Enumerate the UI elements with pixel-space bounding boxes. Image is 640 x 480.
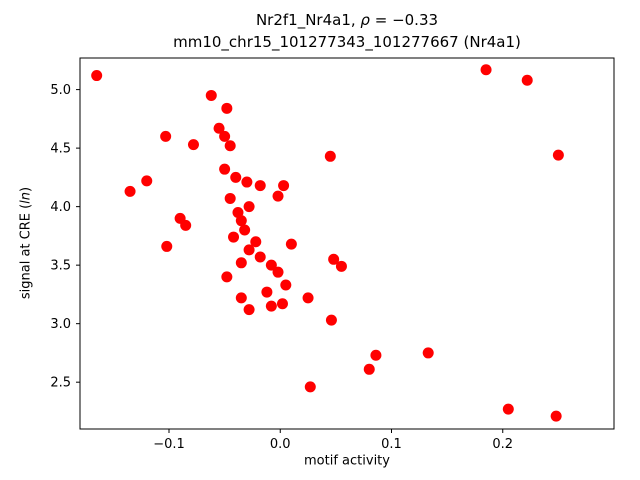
scatter-point xyxy=(302,292,314,304)
scatter-point xyxy=(243,244,255,256)
scatter-point xyxy=(261,286,273,298)
title-prefix: Nr2f1_Nr4a1, xyxy=(255,11,361,29)
scatter-point xyxy=(422,347,434,359)
y-tick-label: 2.5 xyxy=(50,376,71,391)
scatter-point xyxy=(180,219,192,231)
scatter-point xyxy=(224,192,236,204)
scatter-point xyxy=(224,140,236,152)
x-tick-label: 0.2 xyxy=(492,437,513,452)
scatter-point xyxy=(254,251,266,263)
scatter-point xyxy=(221,271,233,283)
scatter-point xyxy=(228,231,240,243)
scatter-point xyxy=(280,279,292,291)
y-tick-label: 4.0 xyxy=(50,200,71,215)
scatter-point xyxy=(141,175,153,187)
scatter-point xyxy=(265,259,277,271)
chart-title-line-1: Nr2f1_Nr4a1, ρ = −0.33 xyxy=(256,11,438,29)
scatter-point xyxy=(235,215,247,227)
scatter-point xyxy=(304,381,316,393)
scatter-point xyxy=(239,224,251,236)
x-tick-label: −0.1 xyxy=(153,437,185,452)
scatter-point xyxy=(550,410,562,422)
title-rho-symbol: ρ xyxy=(360,11,370,29)
scatter-point xyxy=(243,201,255,213)
chart-title-line-2: mm10_chr15_101277343_101277667 (Nr4a1) xyxy=(173,33,521,51)
y-tick-label: 5.0 xyxy=(50,83,71,98)
scatter-point xyxy=(521,74,533,86)
scatter-point xyxy=(219,163,231,175)
scatter-point xyxy=(335,260,347,272)
scatter-point xyxy=(235,292,247,304)
scatter-point xyxy=(285,238,297,250)
scatter-point xyxy=(91,70,103,82)
scatter-point xyxy=(213,122,225,134)
scatter-point xyxy=(325,314,337,326)
y-tick-label: 3.5 xyxy=(50,259,71,274)
y-tick-label: 4.5 xyxy=(50,142,71,157)
scatter-point xyxy=(265,300,277,312)
scatter-point xyxy=(328,253,340,265)
plot-border xyxy=(79,57,615,430)
scatter-point xyxy=(502,403,514,415)
scatter-point xyxy=(254,180,266,192)
title-rho-value: = −0.33 xyxy=(369,11,439,29)
scatter-point xyxy=(250,236,262,248)
y-tick-label: 3.0 xyxy=(50,317,71,332)
scatter-point xyxy=(219,130,231,142)
scatter-point xyxy=(187,139,199,151)
scatter-point xyxy=(370,349,382,361)
scatter-point xyxy=(272,266,284,278)
scatter-point xyxy=(241,176,253,188)
scatter-point xyxy=(124,185,136,197)
scatter-point xyxy=(235,257,247,269)
ylabel-italic: ln xyxy=(18,191,34,204)
x-tick-label: 0.0 xyxy=(270,437,291,452)
scatter-point xyxy=(276,298,288,310)
ylabel-suffix: ) xyxy=(18,186,34,192)
x-axis-label: motif activity xyxy=(304,453,390,469)
scatter-point xyxy=(278,180,290,192)
scatter-point xyxy=(552,149,564,161)
scatter-point xyxy=(363,363,375,375)
scatter-point xyxy=(480,64,492,76)
y-axis-label: signal at CRE (ln) xyxy=(19,187,34,299)
scatter-point xyxy=(160,130,172,142)
scatter-point xyxy=(230,171,242,183)
scatter-point xyxy=(243,304,255,316)
x-tick-label: 0.1 xyxy=(381,437,402,452)
scatter-point xyxy=(161,240,173,252)
ylabel-prefix: signal at CRE ( xyxy=(18,203,34,300)
scatter-point xyxy=(272,190,284,202)
scatter-point xyxy=(221,102,233,114)
scatter-point xyxy=(324,150,336,162)
scatter-point xyxy=(205,89,217,101)
